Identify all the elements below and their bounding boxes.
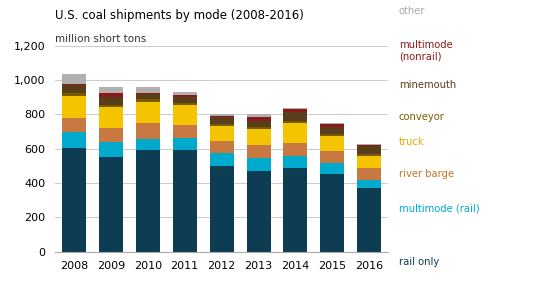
Bar (247, 121, 270, 127)
Text: other: other (399, 6, 425, 16)
Bar (173, 92, 197, 95)
Bar (209, 153, 234, 166)
Bar (320, 151, 345, 163)
Text: multimode
(nonrail): multimode (nonrail) (399, 40, 453, 62)
Bar (209, 124, 234, 126)
Bar (99, 142, 123, 157)
Bar (247, 129, 270, 145)
Bar (62, 84, 86, 85)
Bar (284, 123, 307, 143)
Bar (99, 157, 123, 252)
Bar (284, 143, 307, 156)
Bar (320, 124, 345, 127)
Bar (247, 145, 270, 158)
Bar (320, 127, 345, 134)
Bar (320, 136, 345, 151)
Bar (99, 87, 123, 94)
Bar (62, 74, 86, 84)
Bar (136, 124, 160, 139)
Bar (247, 127, 270, 129)
Bar (136, 102, 160, 124)
Bar (284, 168, 307, 252)
Bar (320, 134, 345, 136)
Bar (209, 116, 234, 117)
Bar (99, 97, 123, 105)
Bar (173, 103, 197, 105)
Bar (209, 166, 234, 252)
Bar (99, 107, 123, 128)
Bar (357, 180, 381, 188)
Bar (62, 148, 86, 252)
Bar (320, 174, 345, 252)
Bar (173, 105, 197, 125)
Text: rail only: rail only (399, 257, 439, 267)
Bar (62, 93, 86, 96)
Bar (284, 121, 307, 123)
Bar (247, 118, 270, 121)
Bar (173, 150, 197, 252)
Bar (247, 114, 270, 118)
Bar (357, 188, 381, 252)
Text: U.S. coal shipments by mode (2008-2016): U.S. coal shipments by mode (2008-2016) (55, 9, 304, 21)
Bar (320, 123, 345, 124)
Bar (247, 171, 270, 252)
Bar (99, 105, 123, 107)
Bar (62, 132, 86, 148)
Bar (62, 118, 86, 132)
Bar (173, 138, 197, 150)
Bar (136, 150, 160, 252)
Text: million short tons: million short tons (55, 34, 147, 44)
Bar (136, 139, 160, 150)
Bar (209, 126, 234, 141)
Text: truck: truck (399, 137, 424, 147)
Bar (357, 154, 381, 156)
Bar (173, 98, 197, 103)
Bar (136, 94, 160, 100)
Text: minemouth: minemouth (399, 80, 456, 90)
Bar (62, 85, 86, 93)
Bar (357, 146, 381, 154)
Text: conveyor: conveyor (399, 112, 445, 122)
Bar (284, 112, 307, 121)
Bar (209, 114, 234, 116)
Bar (357, 168, 381, 180)
Bar (209, 117, 234, 124)
Text: multimode (rail): multimode (rail) (399, 203, 480, 213)
Bar (357, 145, 381, 146)
Bar (247, 158, 270, 171)
Bar (357, 144, 381, 145)
Bar (173, 125, 197, 138)
Bar (99, 94, 123, 97)
Bar (136, 100, 160, 102)
Bar (173, 95, 197, 98)
Bar (284, 156, 307, 168)
Bar (357, 156, 381, 168)
Bar (62, 96, 86, 118)
Bar (136, 93, 160, 94)
Bar (136, 87, 160, 93)
Bar (209, 141, 234, 153)
Text: river barge: river barge (399, 169, 454, 179)
Bar (284, 108, 307, 109)
Bar (284, 109, 307, 112)
Bar (99, 128, 123, 142)
Bar (320, 163, 345, 174)
